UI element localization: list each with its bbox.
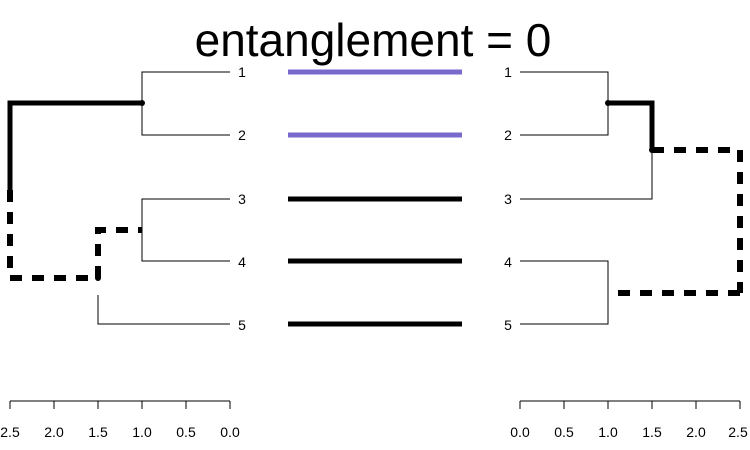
left-thin-branches [97, 71, 230, 325]
right-axis-tick-label: 0.5 [554, 424, 574, 440]
right-thick-branch [608, 100, 655, 150]
right-dashed-branches [608, 147, 743, 296]
chart-title: entanglement = 0 [195, 14, 552, 66]
right-leaf-label: 5 [504, 317, 512, 333]
left-node-dot [139, 100, 145, 106]
left-axis-tick-label: 0.0 [220, 424, 240, 440]
connector-lines [288, 69, 462, 327]
left-leaf-label: 5 [238, 317, 246, 333]
left-branch-3-4 [141, 198, 230, 262]
right-axis-tick-label: 2.5 [728, 424, 748, 440]
left-dashed-branches [7, 190, 142, 281]
right-axis-tick-label: 1.5 [642, 424, 662, 440]
right-leaf-label: 2 [504, 127, 512, 143]
right-branch-3 [520, 150, 653, 200]
left-dashed-mid [95, 227, 142, 278]
left-dendrogram: 1 2 3 4 5 2.5 2.0 1.5 1.0 0.5 0.0 [0, 64, 246, 440]
left-leaf-label: 1 [238, 64, 246, 80]
right-dendrogram: 1 2 3 4 5 0.0 0.5 1.0 1.5 2.0 2.5 [504, 64, 748, 440]
right-axis-tick-label: 0.0 [510, 424, 530, 440]
left-leaf-label: 2 [238, 127, 246, 143]
right-thin-branches [520, 71, 653, 325]
right-axis-tick-label: 2.0 [686, 424, 706, 440]
right-leaf-label: 4 [504, 254, 512, 270]
left-axis-tick-label: 0.5 [176, 424, 196, 440]
right-leaf-label: 1 [504, 64, 512, 80]
right-branch-1-2 [520, 71, 609, 136]
left-branch-1-2 [141, 71, 230, 136]
left-leaf-label: 3 [238, 191, 246, 207]
right-branch-4-5 [520, 260, 609, 325]
left-axis-tick-label: 1.5 [88, 424, 108, 440]
left-axis [9, 400, 231, 409]
left-node-dot-2 [95, 275, 101, 281]
left-axis-tick-label: 2.5 [0, 424, 20, 440]
right-leaf-label: 3 [504, 191, 512, 207]
left-thick-branch [7, 100, 142, 190]
right-axis-tick-label: 1.0 [598, 424, 618, 440]
left-branch-5 [97, 295, 230, 325]
left-axis-tick-label: 2.0 [44, 424, 64, 440]
left-leaf-label: 4 [238, 254, 246, 270]
right-node-dot [605, 100, 611, 106]
right-axis [519, 400, 741, 409]
right-node-dot-2 [649, 147, 655, 153]
left-axis-tick-label: 1.0 [132, 424, 152, 440]
